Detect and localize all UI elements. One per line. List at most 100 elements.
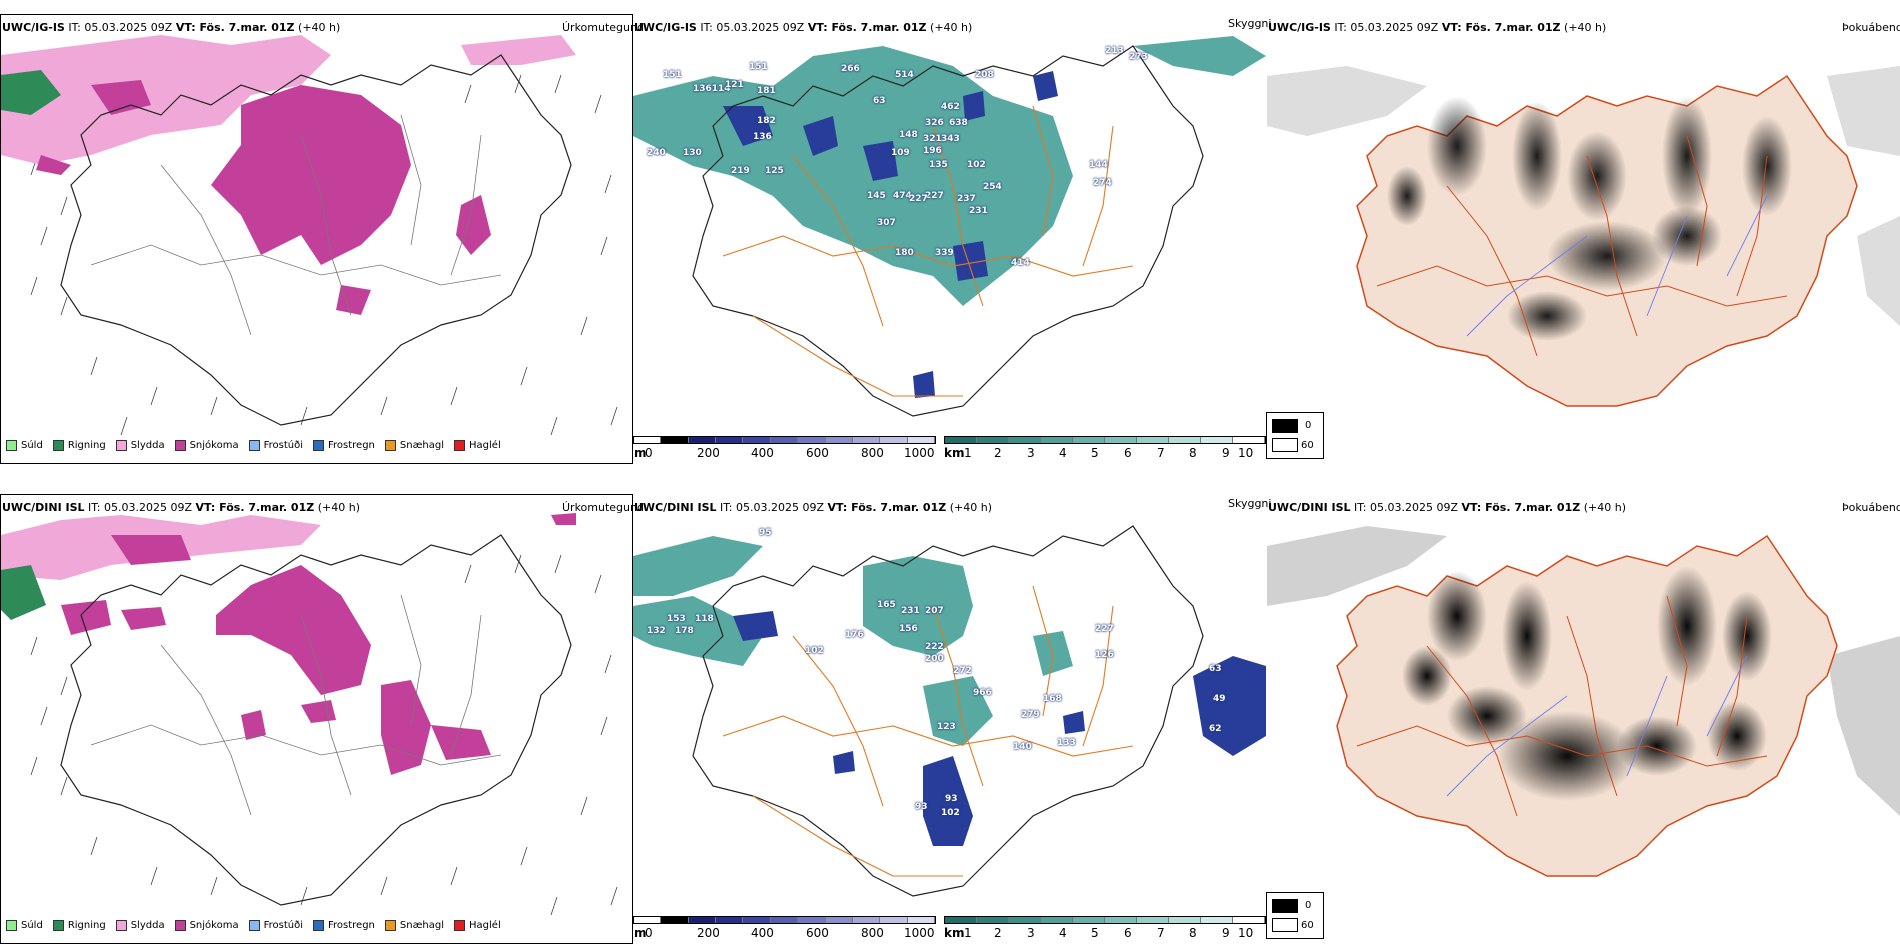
cloud-base-label: 102 (967, 160, 986, 170)
iceland-outline (692, 45, 1204, 417)
cloud-base-label: 132 (647, 626, 666, 636)
visibility-tick: 3 (1027, 446, 1035, 460)
cloud-base-label: 339 (935, 248, 954, 258)
visibility-unit: km (944, 926, 965, 940)
precip-legend-row2: Súld Rigning Slydda Snjókoma Frostúði Fr… (6, 920, 501, 931)
legend-label: Rigning (67, 920, 106, 931)
cloud-map-row2[interactable]: 95 153 118 132 178 102 165 156 231 207 2… (633, 516, 1266, 916)
legend-item: Rigning (52, 920, 106, 931)
valid-time: VT: Fös. 7.mar. 01Z (175, 21, 295, 34)
visibility-tick: 7 (1157, 446, 1165, 460)
visibility-scale-bar (944, 916, 1266, 924)
legend-swatch (6, 440, 17, 451)
visibility-tick: 4 (1059, 926, 1067, 940)
sea-fog-streaks (1267, 66, 1900, 326)
cloud-base-label: 121 (725, 80, 744, 90)
height-tick: 400 (751, 446, 774, 460)
visibility-tick: 7 (1157, 926, 1165, 940)
legend-label: Súld (21, 440, 43, 451)
cloud-base-label: 274 (1093, 178, 1112, 188)
fog-title-row1: Þokuábendi (1842, 21, 1900, 34)
height-tick: 600 (806, 926, 829, 940)
legend-label: Haglél (469, 920, 501, 931)
legend-item: Súld (6, 920, 43, 931)
legend-swatch (454, 440, 466, 451)
valid-time: VT: Fös. 7.mar. 01Z (827, 501, 947, 514)
legend-swatch (52, 440, 64, 451)
legend-swatch (174, 920, 186, 931)
cloud-base-label: 966 (973, 688, 992, 698)
cloud-base-label: 102 (805, 646, 824, 656)
cloud-base-label: 49 (1213, 694, 1226, 704)
precip-title-row1: Úrkomutegund (562, 21, 644, 34)
cloud-base-label: 208 (975, 70, 994, 80)
legend-swatch (384, 440, 396, 451)
legend-label: Frostúði (263, 440, 303, 451)
visibility-tick: 3 (1027, 926, 1035, 940)
legend-item: Slydda (115, 440, 165, 451)
land-fill (1336, 534, 1838, 877)
cloud-base-label: 126 (1095, 650, 1114, 660)
fog-map-row2[interactable] (1267, 516, 1900, 896)
cloud-base-label: 273 (1129, 52, 1148, 62)
lead-time: (+40 h) (1564, 21, 1607, 34)
cloud-base-label: 240 (647, 148, 666, 158)
cloud-base-label: 231 (901, 606, 920, 616)
fog-swatch-clear (1272, 438, 1298, 452)
cloud-base-label: 207 (925, 606, 944, 616)
cloud-base-label: 227 (909, 194, 928, 204)
panel-header-precip-row1: UWC/IG-IS IT: 05.03.2025 09Z VT: Fös. 7.… (2, 21, 340, 34)
issue-time: IT: 05.03.2025 09Z (1354, 501, 1459, 514)
fog-label: 0 (1305, 420, 1312, 431)
legend-item: Frostregn (313, 440, 375, 451)
cloud-base-label: 93 (945, 794, 958, 804)
fog-swatch-clear (1272, 918, 1298, 932)
visibility-unit: km (944, 446, 965, 460)
issue-time: IT: 05.03.2025 09Z (700, 21, 805, 34)
legend-swatch (248, 440, 260, 451)
cloud-base-label: 63 (873, 96, 886, 106)
lead-time: (+40 h) (1583, 501, 1626, 514)
precip-map-row2[interactable] (0, 494, 633, 944)
model-prefix: UWC/DINI ISL (2, 501, 85, 514)
legend-swatch (52, 920, 64, 931)
cloud-base-label: 227 (925, 191, 944, 201)
roads (1376, 135, 1788, 357)
cloud-base-label: 237 (957, 194, 976, 204)
valid-time: VT: Fös. 7.mar. 01Z (807, 21, 927, 34)
lead-time: (+40 h) (317, 501, 360, 514)
cloud-base-label: 151 (663, 70, 682, 80)
cloud-base-label: 180 (895, 248, 914, 258)
iceland-outline (60, 534, 572, 906)
cloud-base-label: 130 (683, 148, 702, 158)
cloud-base-label: 514 (895, 70, 914, 80)
cloud-base-label: 133 (1057, 738, 1076, 748)
legend-item: Snjókoma (174, 920, 239, 931)
model-prefix: UWC/DINI ISL (634, 501, 717, 514)
sea-fog-streaks (1267, 526, 1900, 816)
issue-time: IT: 05.03.2025 09Z (1334, 21, 1439, 34)
roads (722, 585, 1134, 877)
legend-label: Slydda (130, 440, 165, 451)
height-scale-row1: m 0 200 400 600 800 1000 (633, 436, 936, 464)
cloud-base-label: 63 (1209, 664, 1222, 674)
height-tick: 200 (697, 446, 720, 460)
panel-header-cloud-row1: UWC/IG-IS IT: 05.03.2025 09Z VT: Fös. 7.… (634, 21, 972, 34)
fog-map-row1[interactable] (1267, 36, 1900, 416)
height-tick: 1000 (904, 446, 935, 460)
roads (90, 594, 502, 816)
cloud-map-row1[interactable]: 151 136114 121 151 181 182 136 240 130 2… (633, 36, 1266, 436)
cloud-base-label: 326 (925, 118, 944, 128)
model-prefix: UWC/IG-IS (1268, 21, 1331, 34)
visibility-tick: 8 (1189, 926, 1197, 940)
height-tick: 400 (751, 926, 774, 940)
cloud-base-label: 181 (757, 86, 776, 96)
cloud-base-label: 414 (1011, 258, 1030, 268)
legend-item: Snæhagl (384, 920, 444, 931)
precip-map-row1[interactable] (0, 14, 633, 464)
fog-swatch-dense (1272, 419, 1298, 433)
cloud-base-label: 462 (941, 102, 960, 112)
lead-time: (+40 h) (298, 21, 341, 34)
cloud-base-label: 168 (1043, 694, 1062, 704)
height-tick: 800 (861, 446, 884, 460)
